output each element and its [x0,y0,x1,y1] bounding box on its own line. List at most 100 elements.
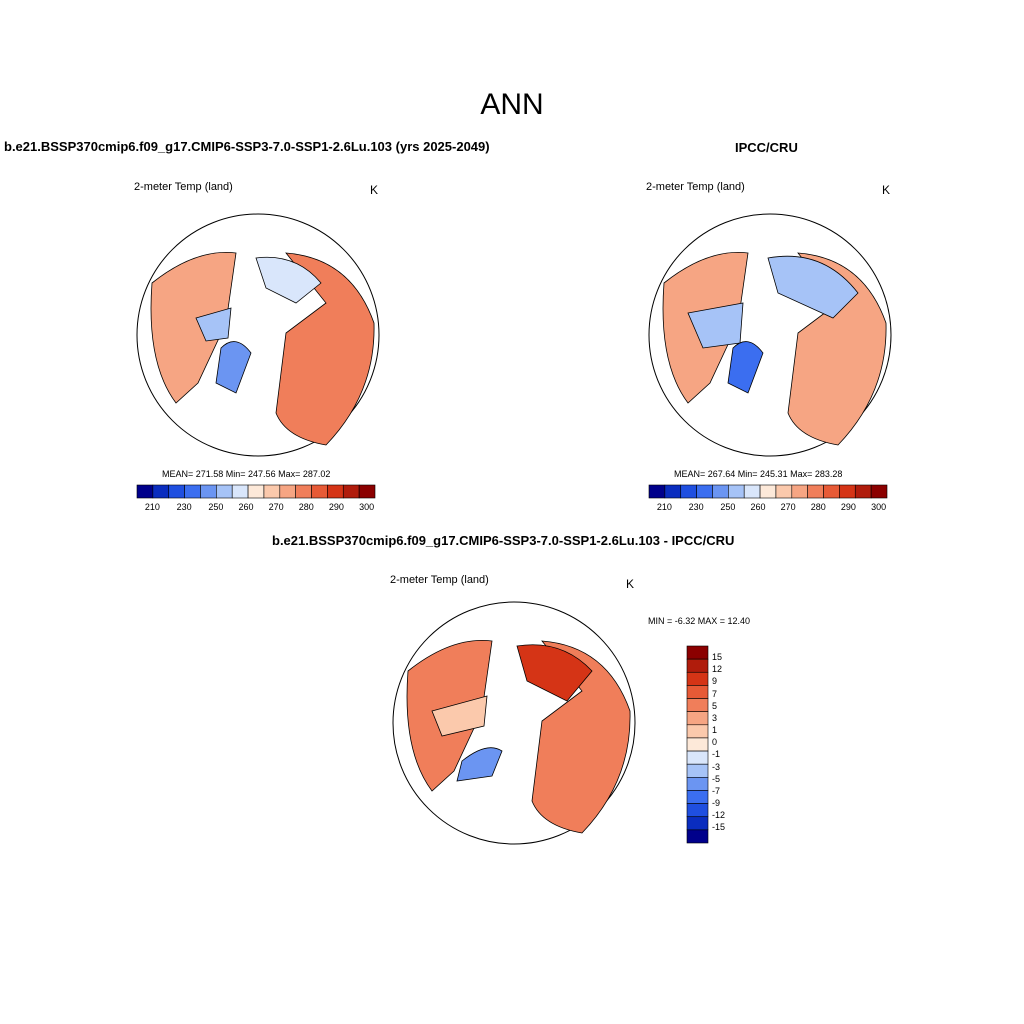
colorbar-swatch [680,484,697,499]
panel-1-greenland [215,341,252,394]
colorbar-tick-label: 230 [688,502,704,512]
colorbar-swatch [152,484,170,499]
panel-3-map [392,601,636,845]
colorbar-tick-label: 300 [871,502,887,512]
panel-1-arctic-islands [195,307,232,342]
colorbar-tick-label: 250 [208,502,224,512]
colorbar-swatch [686,816,709,831]
colorbar-swatch [664,484,682,499]
panel-3-stats: MIN = -6.32 MAX = 12.40 [648,616,751,626]
colorbar-tick-label: 300 [359,502,375,512]
panel-3-variable: 2-meter Temp (land) [390,574,489,586]
colorbar-swatch [342,484,360,499]
panel-1-land-east [275,252,375,446]
colorbar-tick-label: 12 [712,664,723,675]
colorbar-tick-label: 9 [712,676,718,687]
panel-1-colorbar-labels: 210 230 250 260 270 280 290 300 [137,502,375,514]
colorbar-swatch [686,658,709,673]
colorbar-tick-label: 3 [712,712,718,723]
colorbar-swatch [184,484,201,499]
colorbar-tick-label: 270 [268,502,284,512]
panel-2-variable: 2-meter Temp (land) [646,181,745,193]
panel-3-land-north [516,644,593,702]
panel-3-units: K [626,577,635,591]
colorbar-swatch [686,763,709,778]
colorbar-tick-label: 210 [656,502,672,512]
colorbar-swatch [839,484,856,499]
colorbar-swatch [823,484,840,499]
colorbar-swatch [686,645,709,660]
colorbar-swatch [743,484,761,499]
panel-1-stats: MEAN= 271.58 Min= 247.56 Max= 287.02 [162,469,331,479]
panel-2-land-east [787,252,887,446]
colorbar-tick-label: 260 [238,502,254,512]
panel-2-land-north [767,255,859,319]
colorbar-swatch [686,829,709,844]
panel-2-greenland [727,341,764,394]
colorbar-swatch [247,484,265,499]
colorbar-swatch [696,484,713,499]
colorbar-tick-label: 1 [712,725,718,736]
colorbar-swatch [686,737,709,752]
panel-2-colorbar-labels: 210 230 250 260 270 280 290 300 [649,502,887,514]
colorbar-tick-label: 5 [712,700,718,711]
panel-3-colorbar-labels: 15 12 9 7 5 3 1 0 -1 -3 -5 -7 -9 -12 -15 [712,646,752,843]
panel-2-units: K [882,183,891,197]
colorbar-tick-label: 7 [712,688,718,699]
colorbar-swatch [712,484,729,499]
colorbar-swatch [327,484,344,499]
colorbar-swatch [311,484,328,499]
panel-1-variable: 2-meter Temp (land) [134,181,233,193]
panel-2-map [648,213,892,457]
colorbar-tick-label: 250 [720,502,736,512]
colorbar-swatch [686,698,709,712]
panel-1-header: b.e21.BSSP370cmip6.f09_g17.CMIP6-SSP3-7.… [4,139,490,154]
colorbar-tick-label: 0 [712,737,718,748]
colorbar-swatch [686,803,709,818]
colorbar-swatch [791,484,808,499]
colorbar-swatch [263,484,281,499]
colorbar-swatch [854,484,872,499]
colorbar-swatch [686,711,709,726]
panel-1-colorbar [136,484,376,499]
colorbar-swatch [686,777,709,791]
panel-2-header: IPCC/CRU [735,140,798,155]
colorbar-swatch [168,484,185,499]
panel-2-stats: MEAN= 267.64 Min= 245.31 Max= 283.28 [674,469,843,479]
colorbar-tick-label: -5 [712,773,721,784]
panel-3-colorbar [686,645,709,844]
panel-3-greenland [456,747,503,782]
colorbar-swatch [686,750,709,765]
colorbar-swatch [686,685,709,699]
colorbar-tick-label: -1 [712,749,721,760]
colorbar-tick-label: -15 [712,822,726,833]
colorbar-tick-label: -7 [712,785,721,796]
colorbar-swatch [200,484,217,499]
colorbar-swatch [728,484,745,499]
colorbar-swatch [216,484,233,499]
colorbar-swatch [358,484,376,499]
colorbar-tick-label: 260 [750,502,766,512]
colorbar-tick-label: 290 [840,502,856,512]
panel-1-map [136,213,380,457]
colorbar-tick-label: 15 [712,652,723,663]
colorbar-swatch [648,484,666,499]
colorbar-swatch [686,724,709,739]
colorbar-swatch [807,484,824,499]
colorbar-tick-label: -3 [712,761,721,772]
colorbar-tick-label: -9 [712,798,721,809]
colorbar-tick-label: 210 [144,502,160,512]
colorbar-swatch [136,484,154,499]
panel-3-arctic-islands [431,695,488,737]
colorbar-tick-label: 280 [298,502,314,512]
colorbar-tick-label: 270 [780,502,796,512]
colorbar-tick-label: 230 [176,502,192,512]
colorbar-swatch [686,790,709,804]
figure-title: ANN [480,88,544,121]
colorbar-tick-label: -12 [712,810,726,821]
panel-2-colorbar [648,484,888,499]
panel-3-land-east [531,640,631,834]
panel-1-land-north [255,256,322,304]
panel-3-header: b.e21.BSSP370cmip6.f09_g17.CMIP6-SSP3-7.… [272,533,735,548]
colorbar-tick-label: 290 [328,502,344,512]
